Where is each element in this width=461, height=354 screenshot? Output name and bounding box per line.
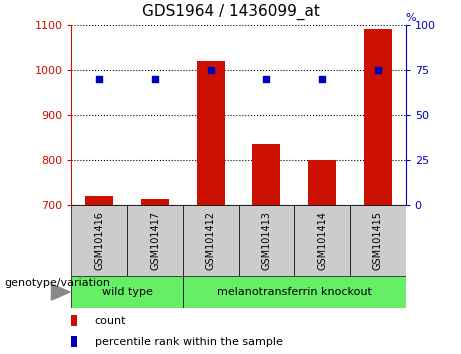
Point <box>374 67 382 73</box>
Text: genotype/variation: genotype/variation <box>5 278 111 288</box>
Bar <box>71 336 77 347</box>
Text: count: count <box>95 316 126 326</box>
Bar <box>350 205 406 276</box>
Text: GSM101417: GSM101417 <box>150 211 160 270</box>
Bar <box>294 205 350 276</box>
Text: melanotransferrin knockout: melanotransferrin knockout <box>217 287 372 297</box>
Bar <box>183 276 406 308</box>
Text: GSM101414: GSM101414 <box>317 211 327 270</box>
Point <box>319 76 326 82</box>
Bar <box>71 276 183 308</box>
Bar <box>253 144 280 205</box>
Point <box>207 67 214 73</box>
Text: percentile rank within the sample: percentile rank within the sample <box>95 337 283 347</box>
Polygon shape <box>52 284 70 300</box>
Bar <box>85 196 113 205</box>
Point <box>95 76 103 82</box>
Bar <box>197 61 225 205</box>
Text: wild type: wild type <box>102 287 153 297</box>
Bar <box>71 315 77 326</box>
Text: GSM101413: GSM101413 <box>261 211 272 270</box>
Point <box>263 76 270 82</box>
Bar <box>141 199 169 205</box>
Text: %: % <box>406 13 416 23</box>
Bar <box>238 205 294 276</box>
Text: GSM101415: GSM101415 <box>373 211 383 270</box>
Bar <box>183 205 238 276</box>
Text: GSM101416: GSM101416 <box>95 211 104 270</box>
Text: GDS1964 / 1436099_at: GDS1964 / 1436099_at <box>142 4 319 20</box>
Bar <box>71 205 127 276</box>
Point <box>151 76 159 82</box>
Bar <box>127 205 183 276</box>
Bar <box>308 160 336 205</box>
Text: GSM101412: GSM101412 <box>206 211 216 270</box>
Bar <box>364 29 392 205</box>
